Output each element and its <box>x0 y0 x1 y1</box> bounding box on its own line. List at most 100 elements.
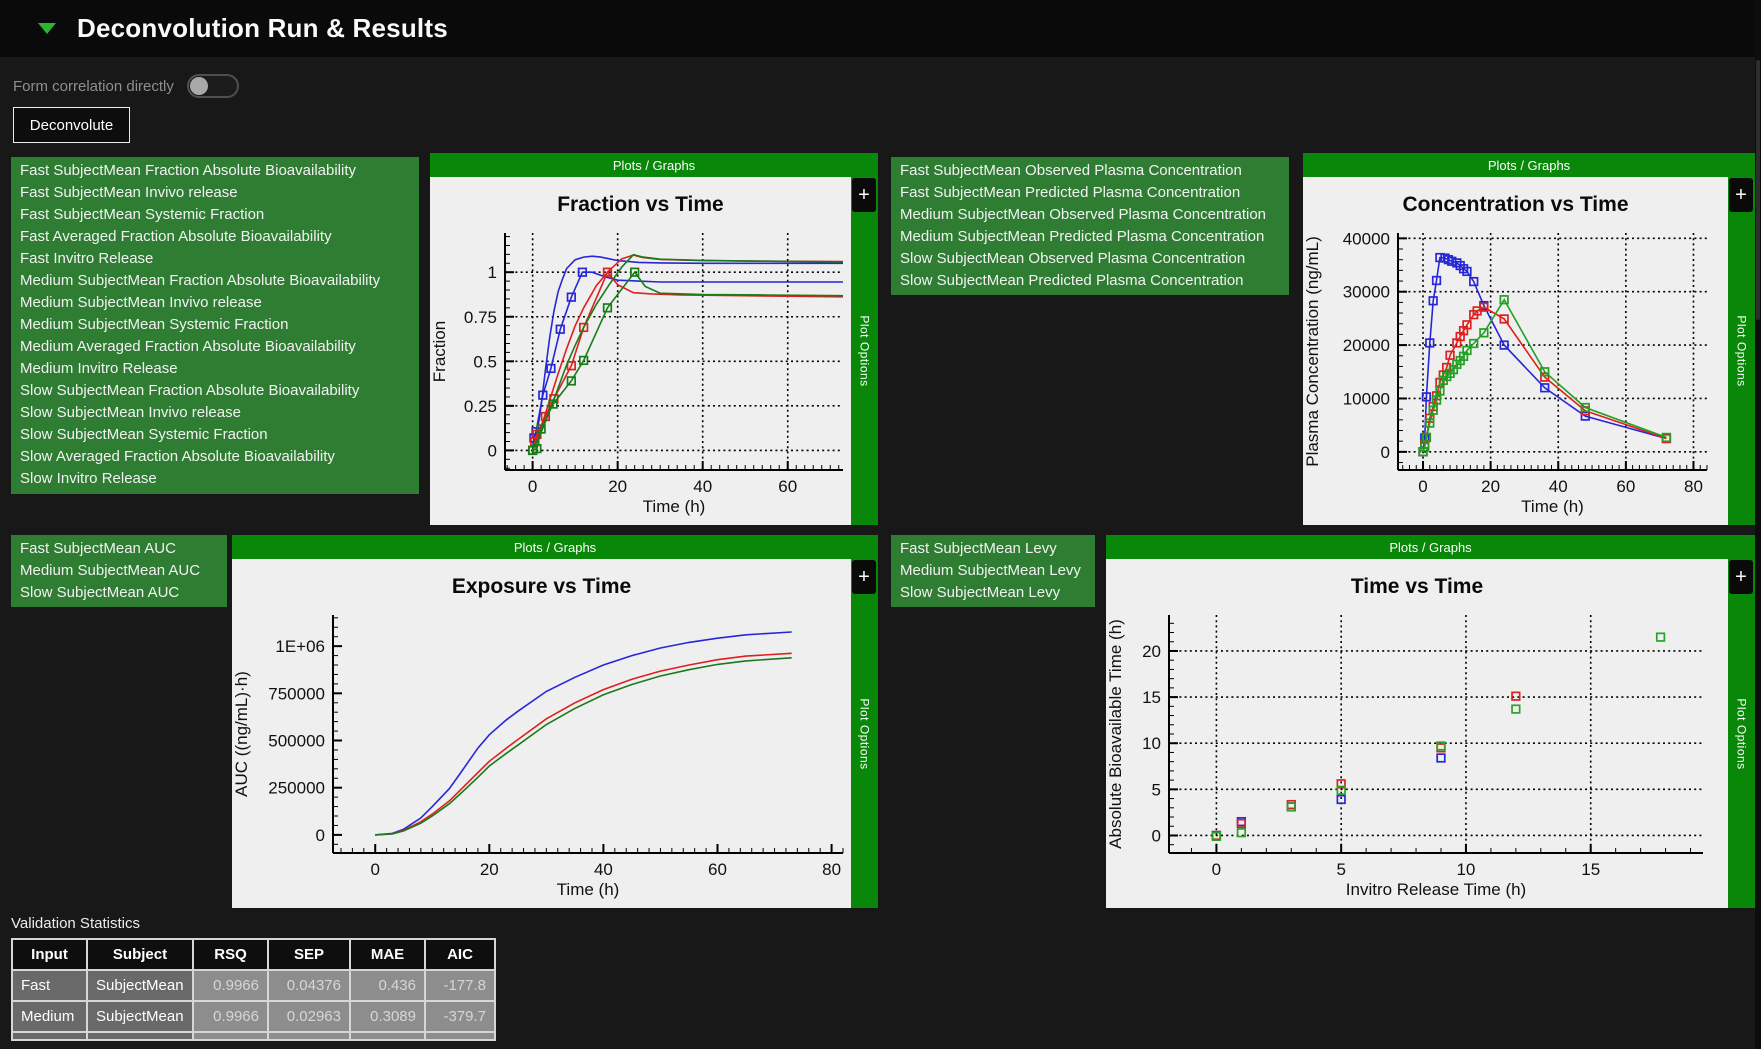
validation-statistics-label: Validation Statistics <box>11 915 140 932</box>
add-plot-button[interactable]: + <box>1729 178 1753 212</box>
list-item[interactable]: Fast SubjectMean Systemic Fraction <box>20 206 265 223</box>
row-label-cell: SubjectMean <box>86 1000 194 1033</box>
add-plot-button[interactable]: + <box>852 178 876 212</box>
fraction-plot-panel: Plots / Graphs 0 20 40 60 0 0.25 0.5 0.75 1 Fract… <box>430 153 878 525</box>
list-item[interactable]: Fast SubjectMean Predicted Plasma Concen… <box>900 184 1241 201</box>
svg-text:500000: 500000 <box>268 732 325 751</box>
list-item[interactable]: Slow Invitro Release <box>20 470 157 487</box>
list-item[interactable]: Fast SubjectMean Observed Plasma Concent… <box>900 162 1242 179</box>
svg-text:10: 10 <box>1142 734 1161 753</box>
plots-graphs-header: Plots / Graphs <box>1106 535 1755 559</box>
column-header: AIC <box>424 938 496 971</box>
list-item[interactable]: Slow SubjectMean AUC <box>20 584 180 601</box>
list-item[interactable]: Medium SubjectMean Invivo release <box>20 294 262 311</box>
table-row-clipped <box>11 1031 496 1041</box>
auc-output-list: Fast SubjectMean AUC Medium SubjectMean A… <box>11 535 227 607</box>
svg-text:0: 0 <box>1381 443 1390 462</box>
svg-text:5: 5 <box>1336 860 1345 879</box>
svg-text:AUC ((ng/mL)·h): AUC ((ng/mL)·h) <box>232 671 251 797</box>
svg-text:0.75: 0.75 <box>464 308 497 327</box>
svg-text:40: 40 <box>594 860 613 879</box>
time-vs-time-chart: 0 5 10 15 0 5 10 15 20 Time vs Time Invitro Releas… <box>1106 559 1728 908</box>
plot-body: 0 20 40 60 80 0 10000 20000 30000 40000 Concentrat… <box>1303 177 1755 525</box>
table-row: Medium SubjectMean 0.9966 0.02963 0.3089 -379… <box>11 1000 496 1033</box>
svg-text:Time (h): Time (h) <box>557 880 620 899</box>
stat-value-cell: 0.3089 <box>349 1000 426 1033</box>
svg-text:250000: 250000 <box>268 779 325 798</box>
list-item[interactable]: Slow SubjectMean Levy <box>900 584 1061 601</box>
svg-text:1: 1 <box>488 263 497 282</box>
exposure-plot-panel: Plots / Graphs 0 20 40 60 80 0 250000 500000 750… <box>232 535 878 908</box>
svg-text:Concentration vs Time: Concentration vs Time <box>1403 193 1629 216</box>
svg-text:15: 15 <box>1142 688 1161 707</box>
plot-options-tab[interactable]: Plot Options <box>1734 697 1749 770</box>
stat-value-cell: -177.8 <box>424 969 496 1002</box>
svg-text:Time (h): Time (h) <box>1521 497 1584 516</box>
svg-text:60: 60 <box>708 860 727 879</box>
list-item[interactable]: Slow SubjectMean Observed Plasma Concent… <box>900 250 1246 267</box>
svg-text:Fraction vs Time: Fraction vs Time <box>557 193 724 216</box>
list-item[interactable]: Medium SubjectMean Predicted Plasma Conc… <box>900 228 1265 245</box>
plot-side-strip: + Plot Options <box>1728 559 1755 908</box>
plot-side-strip: + Plot Options <box>851 177 878 525</box>
toggle-knob <box>189 77 208 95</box>
plot-options-tab[interactable]: Plot Options <box>857 697 872 770</box>
plots-graphs-header: Plots / Graphs <box>1303 153 1755 177</box>
list-item[interactable]: Medium Averaged Fraction Absolute Bioava… <box>20 338 356 355</box>
svg-text:20: 20 <box>1142 642 1161 661</box>
svg-text:20: 20 <box>608 477 627 496</box>
list-item[interactable]: Slow SubjectMean Fraction Absolute Bioav… <box>20 382 360 399</box>
list-item[interactable]: Medium SubjectMean AUC <box>20 562 201 579</box>
list-item[interactable]: Medium SubjectMean Systemic Fraction <box>20 316 289 333</box>
list-item[interactable]: Medium Invitro Release <box>20 360 178 377</box>
list-item[interactable]: Fast Invitro Release <box>20 250 154 267</box>
svg-text:20000: 20000 <box>1343 336 1390 355</box>
stat-value-cell: 0.9966 <box>192 969 269 1002</box>
collapse-triangle-icon[interactable] <box>38 23 56 34</box>
list-item[interactable]: Slow Averaged Fraction Absolute Bioavail… <box>20 448 335 465</box>
svg-text:15: 15 <box>1581 860 1600 879</box>
svg-text:0: 0 <box>528 477 537 496</box>
list-item[interactable]: Medium SubjectMean Fraction Absolute Bio… <box>20 272 381 289</box>
add-plot-button[interactable]: + <box>1729 560 1753 594</box>
list-item[interactable]: Slow SubjectMean Systemic Fraction <box>20 426 268 443</box>
svg-text:20: 20 <box>1481 477 1500 496</box>
list-item[interactable]: Fast SubjectMean Fraction Absolute Bioav… <box>20 162 357 179</box>
list-item[interactable]: Fast SubjectMean AUC <box>20 540 176 557</box>
list-item[interactable]: Fast SubjectMean Invivo release <box>20 184 238 201</box>
add-plot-button[interactable]: + <box>852 560 876 594</box>
clipped-cell <box>11 1031 88 1041</box>
svg-text:750000: 750000 <box>268 684 325 703</box>
svg-text:30000: 30000 <box>1343 283 1390 302</box>
plot-options-tab[interactable]: Plot Options <box>857 315 872 387</box>
svg-text:1E+06: 1E+06 <box>275 637 325 656</box>
list-item[interactable]: Medium SubjectMean Levy <box>900 562 1081 579</box>
svg-text:0: 0 <box>370 860 379 879</box>
list-item[interactable]: Slow SubjectMean Invivo release <box>20 404 241 421</box>
deconvolute-button[interactable]: Deconvolute <box>13 107 130 143</box>
svg-text:0.5: 0.5 <box>473 352 497 371</box>
svg-text:10000: 10000 <box>1343 389 1390 408</box>
list-item[interactable]: Fast SubjectMean Levy <box>900 540 1057 557</box>
plot-body: 0 20 40 60 80 0 250000 500000 750000 1E+06 Exposur… <box>232 559 878 908</box>
svg-text:40: 40 <box>693 477 712 496</box>
svg-text:Fraction: Fraction <box>430 321 449 382</box>
stat-value-cell: 0.04376 <box>267 969 351 1002</box>
form-correlation-toggle[interactable] <box>186 74 239 98</box>
concentration-vs-time-chart: 0 20 40 60 80 0 10000 20000 30000 40000 Concentrat… <box>1303 177 1728 525</box>
list-item[interactable]: Fast Averaged Fraction Absolute Bioavail… <box>20 228 332 245</box>
list-item[interactable]: Slow SubjectMean Predicted Plasma Concen… <box>900 272 1244 289</box>
scrollbar-thumb[interactable] <box>1756 60 1760 320</box>
plot-options-tab[interactable]: Plot Options <box>1734 315 1749 387</box>
page-title: Deconvolution Run & Results <box>77 13 448 43</box>
clipped-cell <box>192 1031 269 1041</box>
page-scrollbar[interactable] <box>1755 0 1761 1049</box>
stat-value-cell: 0.9966 <box>192 1000 269 1033</box>
svg-text:0: 0 <box>488 441 497 460</box>
row-label-cell: Medium <box>11 1000 88 1033</box>
list-item[interactable]: Medium SubjectMean Observed Plasma Conce… <box>900 206 1267 223</box>
plot-body: 0 20 40 60 0 0.25 0.5 0.75 1 Fraction vs Time Time… <box>430 177 878 525</box>
svg-text:0: 0 <box>316 826 325 845</box>
concentration-output-list: Fast SubjectMean Observed Plasma Concent… <box>891 157 1289 295</box>
svg-text:10: 10 <box>1456 860 1475 879</box>
